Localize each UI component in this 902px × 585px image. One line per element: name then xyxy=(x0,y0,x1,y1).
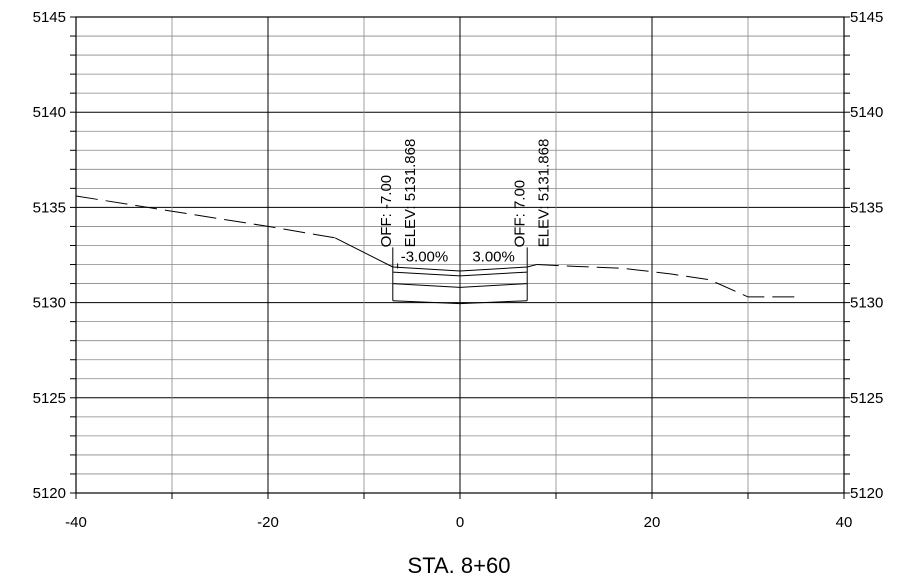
right-elevation-label: ELEV: 5131.868 xyxy=(535,139,552,248)
y-tick-label-right: 5120 xyxy=(850,485,883,502)
left-slope-label: -3.00% xyxy=(401,249,449,266)
y-tick-label-right: 5135 xyxy=(850,199,883,216)
y-tick-label-left: 5125 xyxy=(33,390,66,407)
left-offset-label: OFF: -7.00 xyxy=(378,175,395,248)
grid xyxy=(75,16,845,494)
y-tick-label-left: 5135 xyxy=(33,199,66,216)
axis-ticks xyxy=(70,16,850,499)
series-layer xyxy=(75,195,796,305)
x-tick-label: 20 xyxy=(644,514,661,531)
x-tick-label: -20 xyxy=(257,514,279,531)
x-tick-label: 0 xyxy=(456,514,464,531)
x-tick-label: 40 xyxy=(836,514,853,531)
y-tick-label-right: 5145 xyxy=(850,9,883,26)
design-section-line xyxy=(334,237,394,268)
y-tick-label-left: 5145 xyxy=(33,9,66,26)
right-offset-label: OFF: 7.00 xyxy=(511,180,528,248)
x-tick-label: -40 xyxy=(65,514,87,531)
y-tick-label-right: 5140 xyxy=(850,104,883,121)
right-slope-label: 3.00% xyxy=(472,249,515,266)
pavement-layer-line xyxy=(392,271,528,277)
y-tick-label-right: 5130 xyxy=(850,295,883,312)
pavement-layer-line xyxy=(392,300,528,305)
y-tick-label-left: 5120 xyxy=(33,485,66,502)
chart-title: STA. 8+60 xyxy=(408,553,511,578)
annotation-layer: OFF: -7.00 ELEV: 5131.868 OFF: 7.00 ELEV… xyxy=(378,139,552,266)
design-section-line xyxy=(392,264,537,272)
y-tick-label-right: 5125 xyxy=(850,390,883,407)
y-tick-label-left: 5130 xyxy=(33,295,66,312)
pavement-layer-line xyxy=(392,283,528,288)
existing-ground-line xyxy=(536,264,796,298)
y-tick-label-left: 5140 xyxy=(33,104,66,121)
left-elevation-label: ELEV: 5131.868 xyxy=(402,139,419,248)
existing-ground-line xyxy=(75,195,336,239)
axis-labels: -40 -20 0 20 40 5145 5140 5135 5130 5125 5120 5145 5… xyxy=(33,9,884,531)
